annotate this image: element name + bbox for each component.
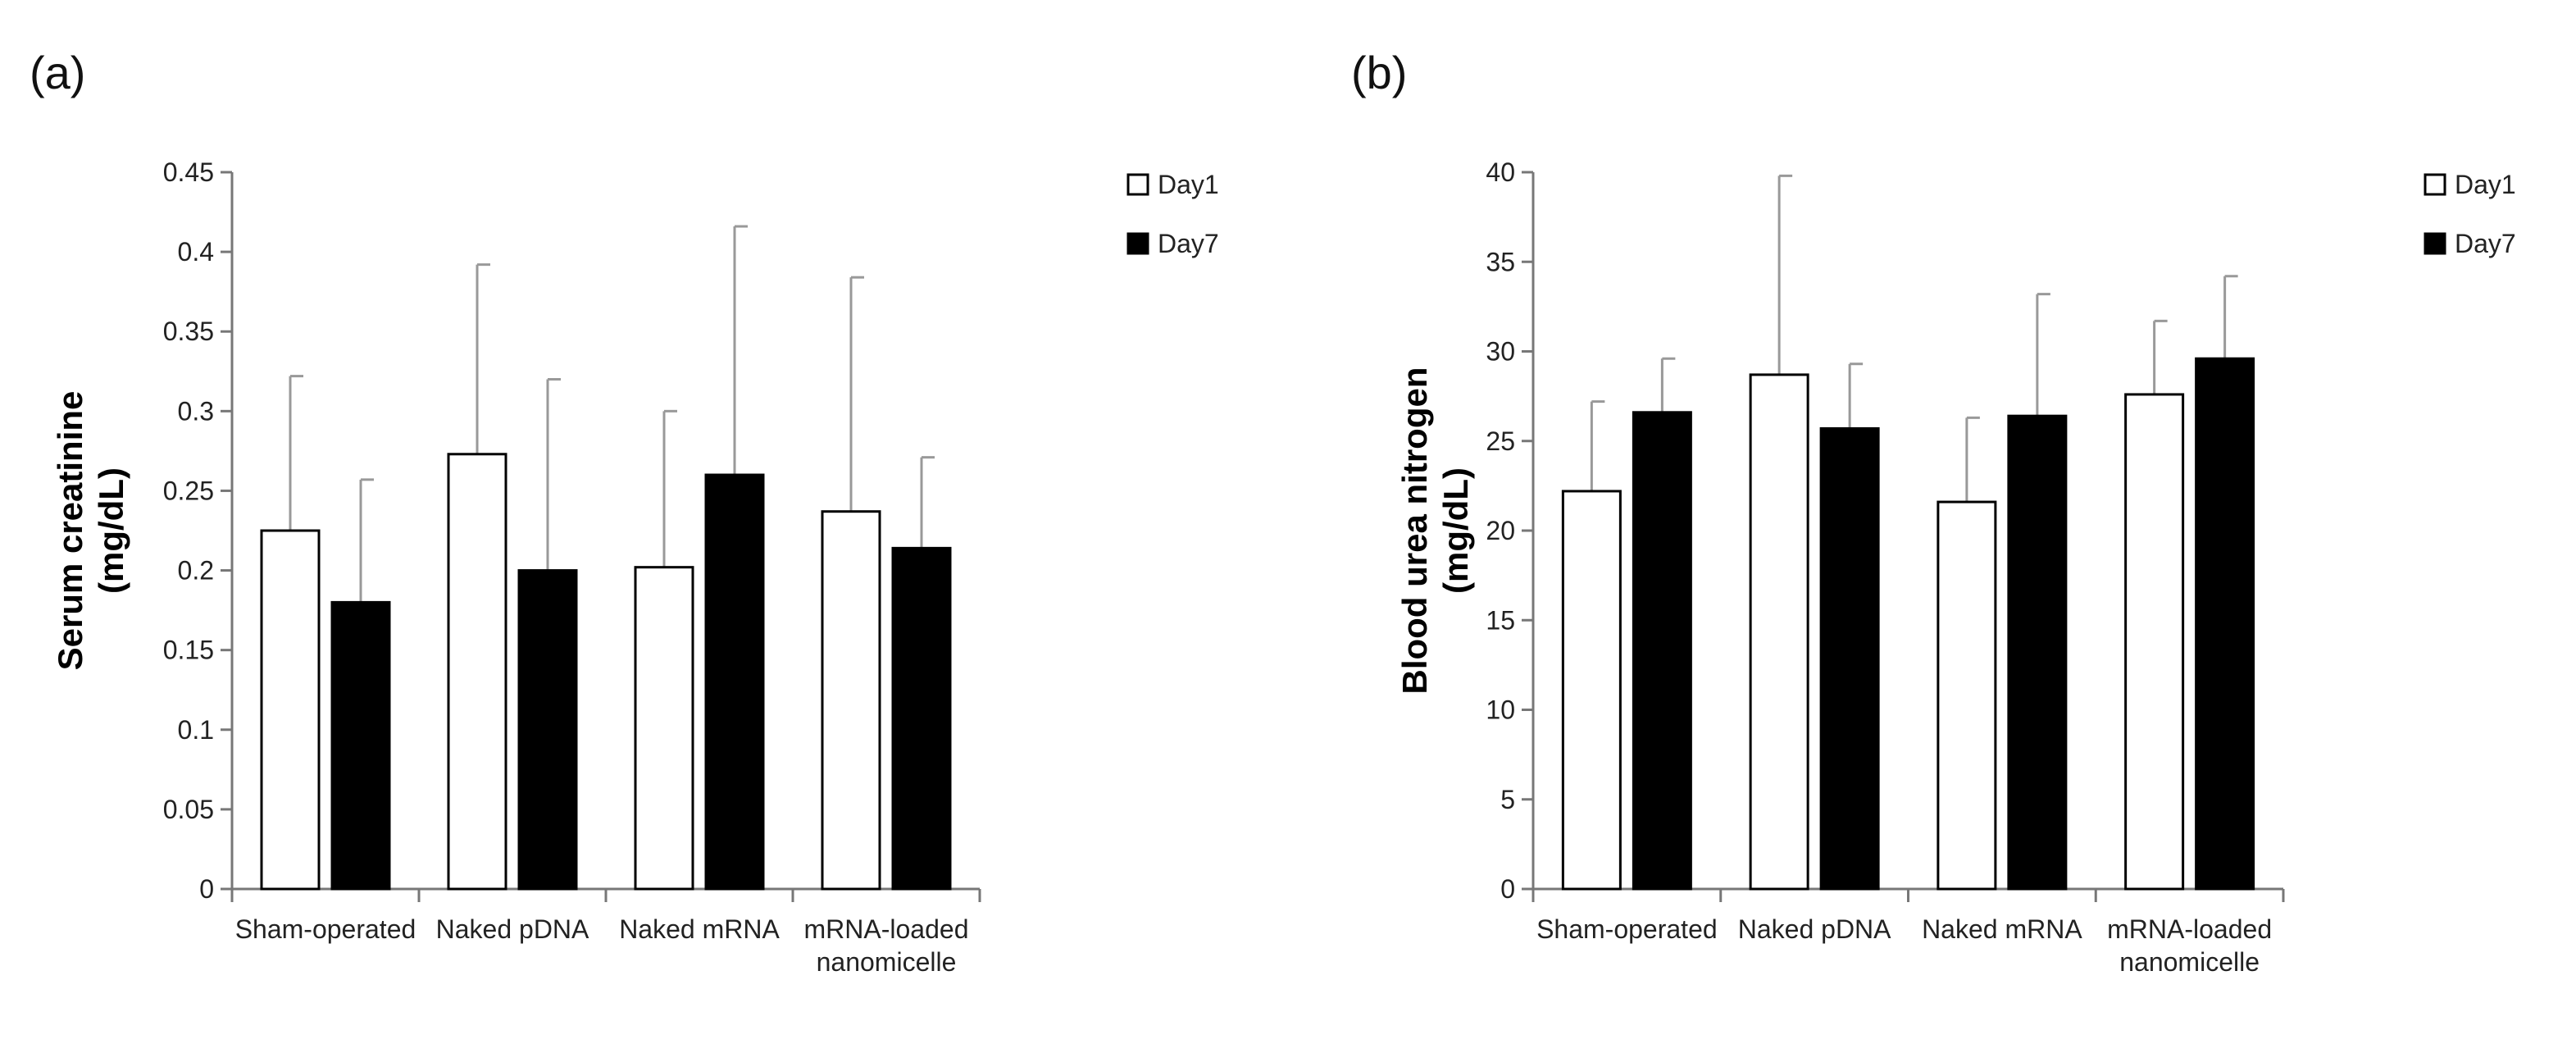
y-tick-label: 0.4 [178,237,214,267]
y-tick-label: 0.05 [163,795,214,824]
x-category-label-line: Naked mRNA [619,914,780,944]
legend-swatch-day1 [1126,173,1149,196]
y-axis-title: Serum creatinine(mg/dL) [51,391,130,671]
bar-day1 [1749,373,1809,891]
y-tick-label: 0 [1500,874,1515,904]
y-axis-title-line2: (mg/dL) [1436,467,1475,594]
y-tick-label: 0.2 [178,556,214,586]
chart-panel-b: (b) Blood urea nitrogen(mg/dL) 0 5 10 15 20 25 3… [1351,47,2516,977]
y-tick-label: 35 [1486,247,1515,276]
bar-day1 [634,566,694,891]
x-category-label-line: nanomicelle [2119,947,2260,977]
legend-swatch-day7 [1126,232,1149,255]
bar-day7 [330,600,391,891]
legend-label-day1: Day1 [1158,170,1219,199]
x-category-label-line: Naked pDNA [1738,914,1891,944]
y-tick-label: 0.15 [163,636,214,665]
bar-day7 [1632,411,1692,891]
x-category-label-line: mRNA-loaded [804,914,969,944]
panel-label: (b) [1351,47,1407,98]
x-category-label-line: Naked pDNA [436,914,589,944]
y-tick-label: 40 [1486,157,1515,187]
bar-day7 [1819,426,1880,891]
y-tick-label: 0.25 [163,476,214,505]
y-tick-label: 15 [1486,605,1515,635]
y-tick-label: 20 [1486,516,1515,545]
legend-label-day1: Day1 [2455,170,2516,199]
x-category-label: Naked pDNA [436,914,589,944]
x-category-label: mRNA-loaded nanomicelle [804,914,969,977]
x-category-label-line: Sham-operated [235,914,416,944]
bar-day1 [447,453,507,891]
x-category-label: mRNA-loaded nanomicelle [2107,914,2272,977]
bar-day1 [2124,393,2185,891]
x-category-label: Naked pDNA [1738,914,1891,944]
y-axis-title-line1: Serum creatinine [51,391,89,671]
bar-day1 [821,510,881,891]
y-axis-title: Blood urea nitrogen(mg/dL) [1395,367,1475,695]
y-tick-label: 30 [1486,337,1515,367]
y-tick-label: 0 [199,874,214,904]
y-tick-label: 0.1 [178,715,214,745]
y-tick-label: 25 [1486,426,1515,456]
x-category-label: Sham-operated [1536,914,1718,944]
chart-panel-a: (a) Serum creatinine(mg/dL) 0 0.05 0.1 0.15 0.… [30,47,1219,977]
panel-label: (a) [30,47,85,98]
x-category-label-line: Sham-operated [1536,914,1718,944]
bar-day7 [704,473,765,891]
y-tick-label: 0.45 [163,157,214,187]
bar-day7 [2195,357,2255,891]
bar-day7 [517,569,578,891]
legend-label-day7: Day7 [1158,229,1219,258]
bar-day1 [1561,490,1622,891]
y-axis-title-line2: (mg/dL) [92,467,130,594]
bar-day1 [260,529,321,891]
legend-swatch-day1 [2424,173,2446,196]
y-tick-label: 10 [1486,695,1515,725]
y-tick-label: 5 [1500,785,1515,814]
x-category-label: Naked mRNA [1922,914,2082,944]
y-axis-title-line1: Blood urea nitrogen [1395,367,1434,695]
legend-swatch-day7 [2424,232,2446,255]
x-category-label: Naked mRNA [619,914,780,944]
bar-day7 [891,546,952,891]
bar-day7 [2007,414,2068,891]
legend-label-day7: Day7 [2455,229,2516,258]
y-tick-label: 0.35 [163,317,214,346]
x-category-label-line: Naked mRNA [1922,914,2082,944]
y-tick-label: 0.3 [178,396,214,426]
x-category-label-line: mRNA-loaded [2107,914,2272,944]
x-category-label: Sham-operated [235,914,416,944]
bar-day1 [1937,500,1997,891]
x-category-label-line: nanomicelle [817,947,957,977]
